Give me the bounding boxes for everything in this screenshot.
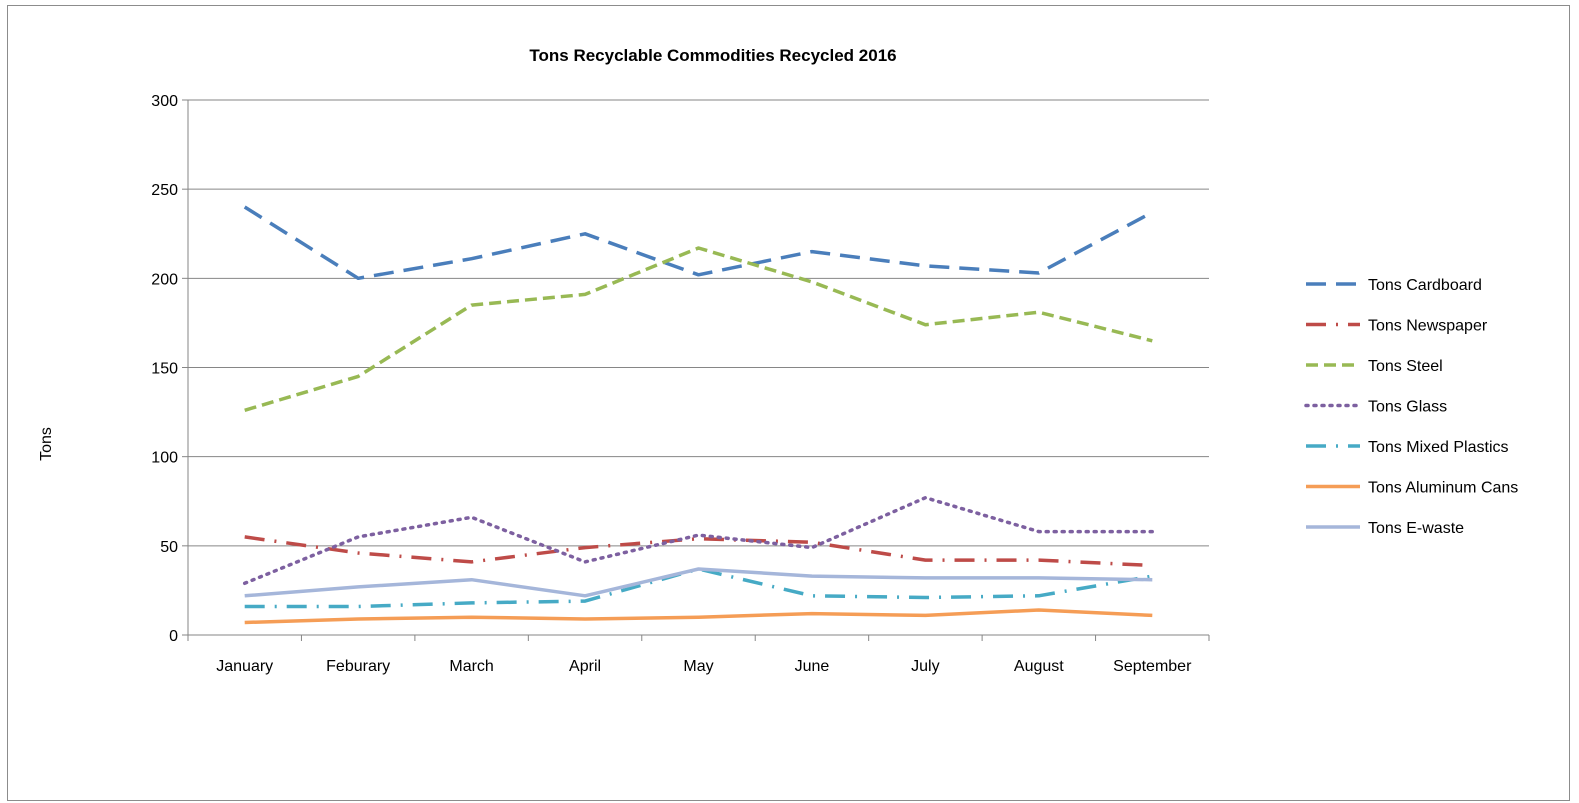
x-tick-label: May bbox=[683, 658, 713, 675]
y-axis-title: Tons bbox=[38, 427, 55, 461]
x-tick-label: July bbox=[911, 658, 939, 675]
series-line-tons-glass bbox=[242, 495, 1155, 586]
y-tick-label: 100 bbox=[151, 450, 178, 467]
legend-label: Tons Cardboard bbox=[1368, 277, 1482, 294]
legend-label: Tons Newspaper bbox=[1368, 318, 1488, 335]
series-line-tons-e-waste bbox=[244, 567, 1153, 598]
x-tick-label: April bbox=[569, 658, 601, 675]
series-line-tons-steel bbox=[244, 246, 1153, 412]
y-tick-label: 50 bbox=[160, 539, 178, 556]
y-tick-label: 250 bbox=[151, 182, 178, 199]
legend-label: Tons Aluminum Cans bbox=[1368, 480, 1518, 497]
x-tick-label: August bbox=[1014, 658, 1064, 675]
x-tick-label: March bbox=[449, 658, 493, 675]
y-tick-label: 0 bbox=[169, 628, 178, 645]
axes bbox=[187, 100, 1210, 641]
legend-label: Tons Mixed Plastics bbox=[1368, 439, 1509, 456]
x-tick-label: June bbox=[795, 658, 830, 675]
legend-label: Tons Steel bbox=[1368, 358, 1443, 375]
legend: Tons Cardboard Tons Newspaper Tons Steel To… bbox=[1304, 277, 1518, 537]
legend-label: Tons E-waste bbox=[1368, 520, 1464, 537]
y-tick-label: 300 bbox=[151, 93, 178, 110]
chart-title: Tons Recyclable Commodities Recycled 201… bbox=[529, 46, 896, 65]
series-line-tons-aluminum-cans bbox=[244, 608, 1153, 625]
chart-area: Tons Recyclable Commodities Recycled 201… bbox=[7, 5, 1570, 801]
line-chart: Tons Recyclable Commodities Recycled 201… bbox=[38, 46, 1518, 675]
legend-label: Tons Glass bbox=[1368, 399, 1447, 416]
series-line-tons-newspaper bbox=[244, 535, 1153, 568]
series-lines bbox=[242, 205, 1155, 625]
y-tick-label: 200 bbox=[151, 271, 178, 288]
x-tick-label: Feburary bbox=[326, 658, 390, 675]
y-tick-label: 150 bbox=[151, 361, 178, 378]
x-tick-labels: January Feburary March April May June July Augu… bbox=[216, 658, 1192, 675]
x-tick-label: January bbox=[216, 658, 273, 675]
series-line-tons-cardboard bbox=[243, 205, 1154, 281]
x-tick-label: September bbox=[1113, 658, 1192, 675]
y-tick-labels: 0 50 100 150 200 250 300 bbox=[151, 93, 178, 645]
gridlines bbox=[182, 99, 1209, 636]
series-line-tons-mixed-plastics bbox=[244, 567, 1153, 609]
